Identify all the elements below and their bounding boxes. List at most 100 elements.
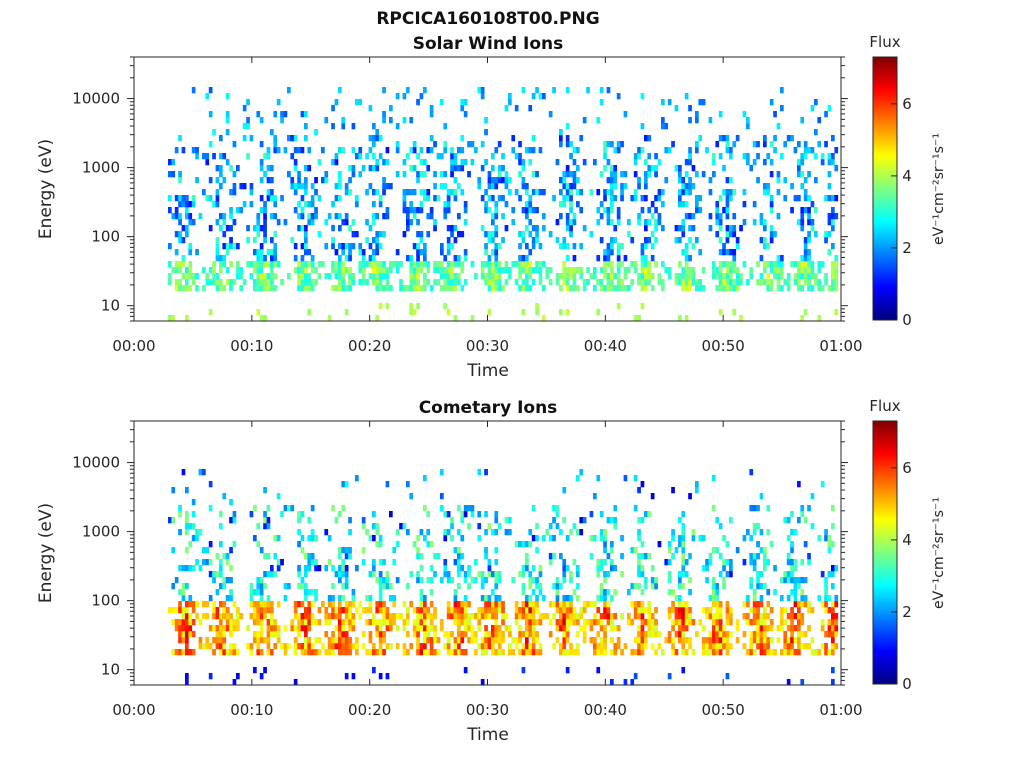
heatmap-cell	[725, 249, 730, 256]
heatmap-cell	[606, 213, 611, 220]
heatmap-cell	[409, 219, 414, 226]
heatmap-cell	[746, 159, 750, 166]
heatmap-cell	[423, 619, 427, 626]
heatmap-cell	[569, 195, 573, 202]
heatmap-cell	[790, 613, 794, 620]
heatmap-cell	[701, 625, 706, 632]
heatmap-cell	[457, 583, 461, 590]
heatmap-cell	[521, 309, 526, 316]
heatmap-cell	[348, 267, 352, 274]
heatmap-cell	[780, 577, 784, 584]
heatmap-cell	[729, 607, 733, 614]
heatmap-cell	[178, 625, 182, 632]
heatmap-cell	[606, 619, 611, 626]
heatmap-cell	[341, 243, 346, 250]
heatmap-cell	[225, 613, 230, 620]
heatmap-cell	[494, 595, 499, 602]
heatmap-cell	[436, 267, 441, 274]
heatmap-cell	[674, 105, 679, 112]
heatmap-cell	[718, 111, 723, 118]
heatmap-cell	[198, 469, 203, 476]
heatmap-cell	[372, 255, 376, 262]
heatmap-cell	[457, 649, 461, 656]
heatmap-cell	[722, 165, 726, 172]
heatmap-cell	[341, 261, 346, 268]
heatmap-cell	[569, 153, 573, 160]
heatmap-cell	[535, 225, 539, 232]
heatmap-cell	[746, 123, 750, 130]
heatmap-cell	[280, 117, 284, 124]
heatmap-cell	[259, 607, 264, 614]
heatmap-cell	[344, 189, 349, 196]
heatmap-cell	[239, 285, 244, 292]
heatmap-cell	[776, 625, 781, 632]
heatmap-cell	[708, 637, 713, 644]
heatmap-cell	[596, 643, 601, 650]
heatmap-cell	[232, 541, 237, 548]
heatmap-cell	[310, 505, 315, 512]
heatmap-cell	[521, 571, 526, 578]
heatmap-cell	[640, 207, 645, 214]
heatmap-cell	[610, 183, 614, 190]
heatmap-cell	[650, 201, 655, 208]
heatmap-cell	[263, 583, 267, 590]
heatmap-cell	[695, 487, 699, 494]
heatmap-cell	[300, 649, 305, 656]
heatmap-cell	[783, 649, 788, 656]
heatmap-cell	[168, 273, 172, 280]
heatmap-cell	[501, 601, 505, 608]
heatmap-cell	[783, 177, 788, 184]
heatmap-cell	[769, 637, 774, 644]
heatmap-cell	[232, 141, 237, 148]
heatmap-cell	[297, 625, 301, 632]
heatmap-cell	[266, 147, 271, 154]
heatmap-cell	[698, 135, 703, 142]
heatmap-cell	[752, 159, 757, 166]
heatmap-cell	[810, 649, 815, 656]
heatmap-cell	[338, 243, 342, 250]
heatmap-cell	[307, 559, 312, 566]
heatmap-cell	[545, 613, 550, 620]
heatmap-cell	[555, 619, 560, 626]
heatmap-cell	[514, 189, 519, 196]
heatmap-cell	[266, 619, 271, 626]
heatmap-cell	[480, 595, 485, 602]
heatmap-cell	[436, 195, 441, 202]
heatmap-cell	[749, 631, 754, 638]
heatmap-cell	[525, 267, 529, 274]
heatmap-cell	[640, 279, 645, 286]
heatmap-cell	[691, 225, 696, 232]
heatmap-cell	[293, 679, 298, 686]
x-tick-label: 01:00	[819, 701, 862, 719]
heatmap-cell	[674, 631, 679, 638]
heatmap-cell	[185, 487, 189, 494]
heatmap-cell	[678, 517, 682, 524]
heatmap-cell	[463, 249, 468, 256]
heatmap-cell	[650, 255, 655, 262]
heatmap-cell	[304, 273, 308, 280]
heatmap-cell	[317, 619, 322, 626]
heatmap-cell	[562, 183, 567, 190]
heatmap-cell	[375, 231, 380, 238]
heatmap-cell	[824, 601, 828, 608]
heatmap-cell	[596, 559, 601, 566]
heatmap-cell	[562, 577, 567, 584]
heatmap-cell	[582, 607, 587, 614]
heatmap-cell	[467, 619, 471, 626]
heatmap-cell	[535, 601, 539, 608]
heatmap-cell	[640, 243, 645, 250]
heatmap-cell	[463, 649, 468, 656]
heatmap-cell	[334, 607, 339, 614]
heatmap-cell	[412, 631, 417, 638]
heatmap-cell	[640, 481, 645, 488]
heatmap-cell	[276, 637, 281, 644]
heatmap-cell	[375, 261, 380, 268]
heatmap-cell	[351, 625, 356, 632]
heatmap-cell	[603, 577, 607, 584]
heatmap-cell	[674, 619, 679, 626]
heatmap-cell	[419, 595, 424, 602]
heatmap-cell	[395, 267, 400, 274]
heatmap-cell	[236, 649, 240, 656]
heatmap-cell	[327, 559, 332, 566]
heatmap-cell	[273, 111, 278, 118]
